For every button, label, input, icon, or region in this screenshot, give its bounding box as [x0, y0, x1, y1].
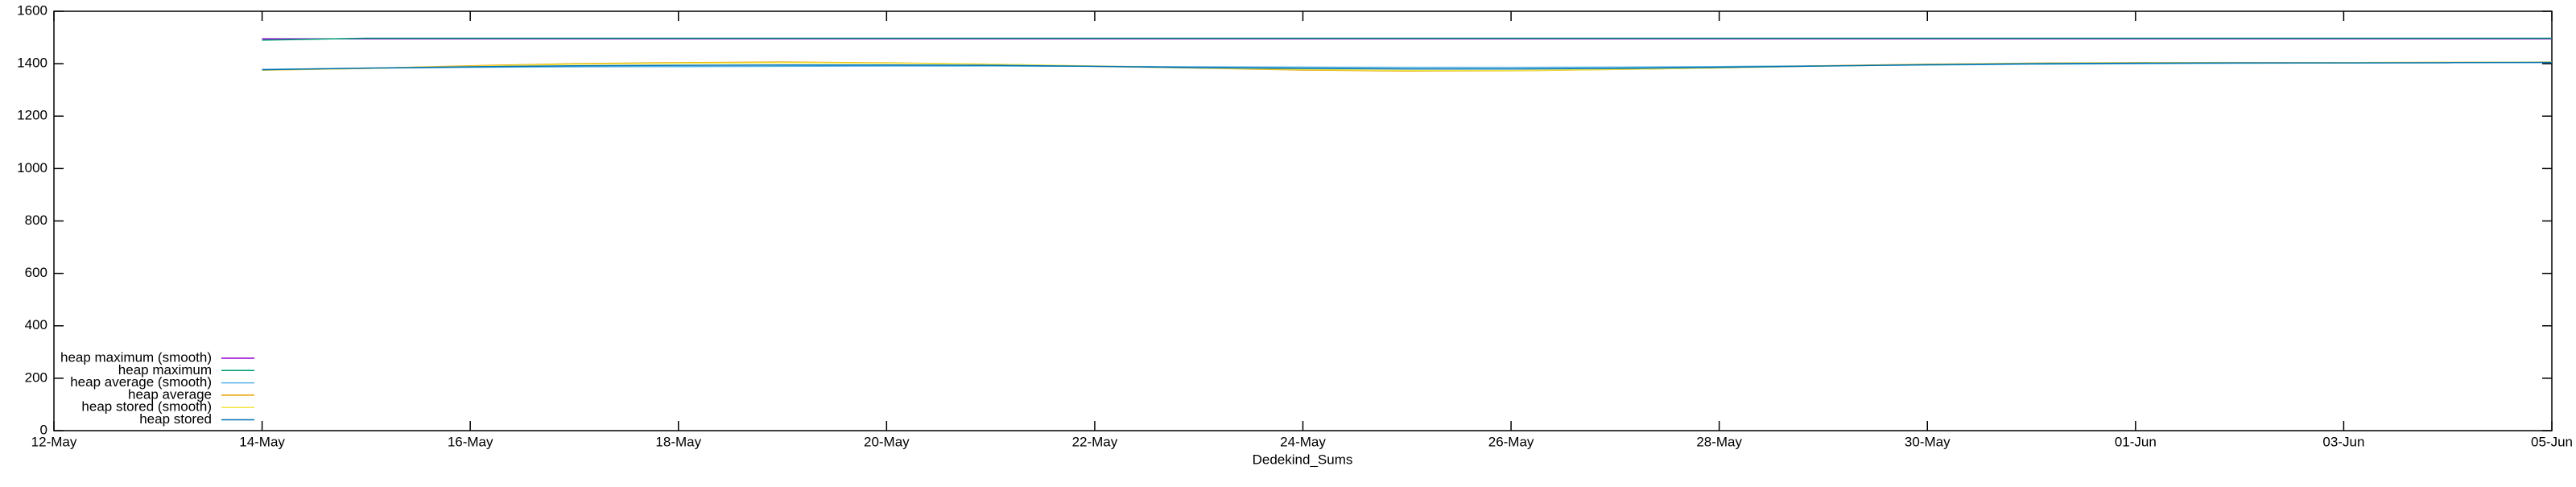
plot-frame [53, 10, 2553, 431]
y-tick-label: 200 [25, 369, 47, 385]
legend-label: heap maximum [118, 362, 212, 378]
y-tick-label: 1400 [17, 56, 47, 71]
y-tick-label: 1600 [17, 2, 47, 18]
x-axis-label: Dedekind_Sums [1253, 452, 1353, 467]
x-tick-label: 20-May [864, 434, 910, 449]
x-tick-label: 12-May [31, 434, 77, 449]
y-tick-label: 0 [40, 422, 47, 437]
x-tick-label: 18-May [655, 434, 701, 449]
x-tick-label: 30-May [1905, 434, 1951, 449]
legend-label: heap average [128, 386, 212, 402]
legend-label: heap stored [139, 411, 212, 427]
x-tick-label: 16-May [448, 434, 493, 449]
x-tick-label: 03-Jun [2322, 434, 2364, 449]
y-tick-label: 1000 [17, 160, 47, 175]
legend-label: heap maximum (smooth) [60, 349, 212, 365]
x-tick-label: 14-May [239, 434, 285, 449]
legend-label: heap average (smooth) [70, 374, 212, 390]
legend-label: heap stored (smooth) [81, 399, 212, 415]
y-tick-label: 400 [25, 317, 47, 332]
x-tick-label: 24-May [1280, 434, 1326, 449]
series-line [262, 61, 2553, 71]
x-tick-label: 28-May [1696, 434, 1742, 449]
y-tick-label: 800 [25, 213, 47, 228]
x-tick-label: 26-May [1488, 434, 1534, 449]
y-tick-label: 600 [25, 265, 47, 280]
x-tick-label: 05-Jun [2531, 434, 2573, 449]
x-tick-label: 01-Jun [2115, 434, 2157, 449]
y-tick-label: 1200 [17, 108, 47, 123]
x-tick-label: 22-May [1072, 434, 1118, 449]
series-line [262, 37, 2552, 41]
